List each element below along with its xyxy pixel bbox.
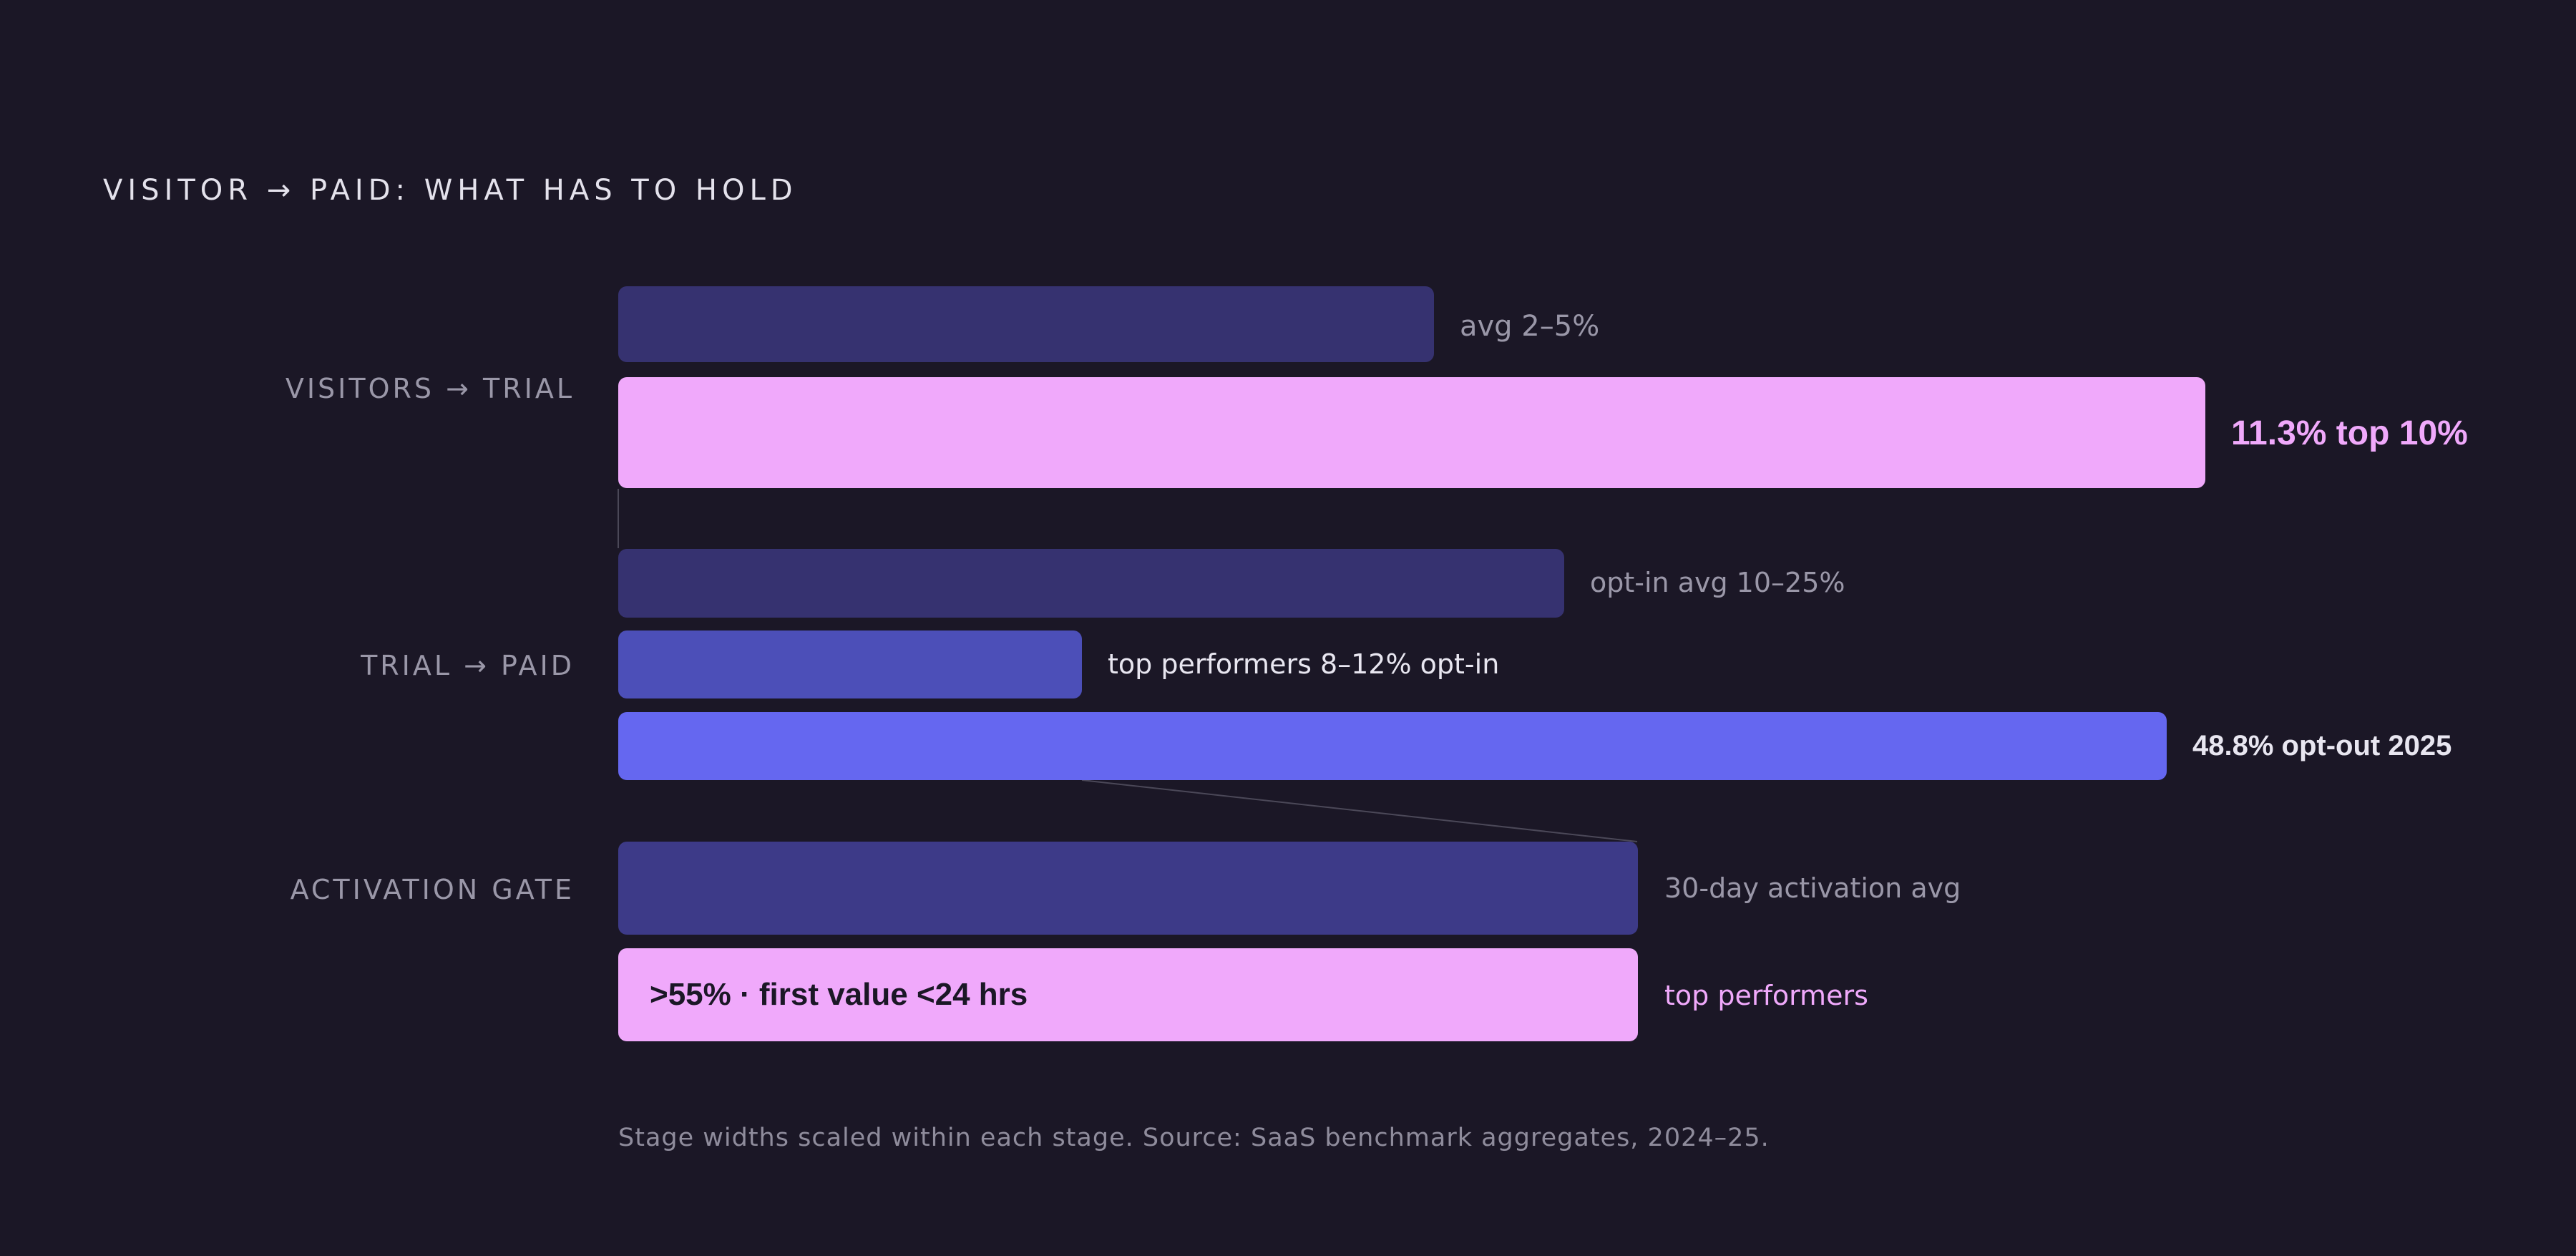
stage-label-trial-paid: TRIAL → PAID [361,650,575,681]
bar-label-trial-optin-avg: opt-in avg 10–25% [1590,567,1845,598]
bar-activation-top: >55% · first value <24 hrs [618,948,1638,1041]
bar-label-trial-opt-out: 48.8% opt-out 2025 [2192,730,2452,761]
bar-trial-top-performers [618,631,1082,698]
source-note: Stage widths scaled within each stage. S… [618,1124,1770,1152]
bar-label-activation-top: top performers [1664,980,1868,1011]
bar-label-trial-top-performers: top performers 8–12% opt-in [1108,648,1500,680]
bar-trial-optin-avg [618,549,1564,618]
bar-inner-label-activation-top: >55% · first value <24 hrs [650,977,1028,1012]
bar-label-visitors-top: 11.3% top 10% [2231,414,2468,452]
stage-label-visitors-trial: VISITORS → TRIAL [285,373,575,404]
bar-visitors-avg [618,286,1434,362]
bar-label-visitors-avg: avg 2–5% [1460,310,1600,343]
chart-title: VISITOR → PAID: WHAT HAS TO HOLD [103,174,798,207]
bar-visitors-top [618,377,2205,488]
bar-trial-opt-out [618,712,2167,780]
stage-label-activation-gate: ACTIVATION GATE [290,874,575,905]
bar-label-activation-avg: 30-day activation avg [1664,872,1961,904]
connector-trial-to-activation [1081,779,1638,842]
bar-activation-avg [618,842,1638,935]
